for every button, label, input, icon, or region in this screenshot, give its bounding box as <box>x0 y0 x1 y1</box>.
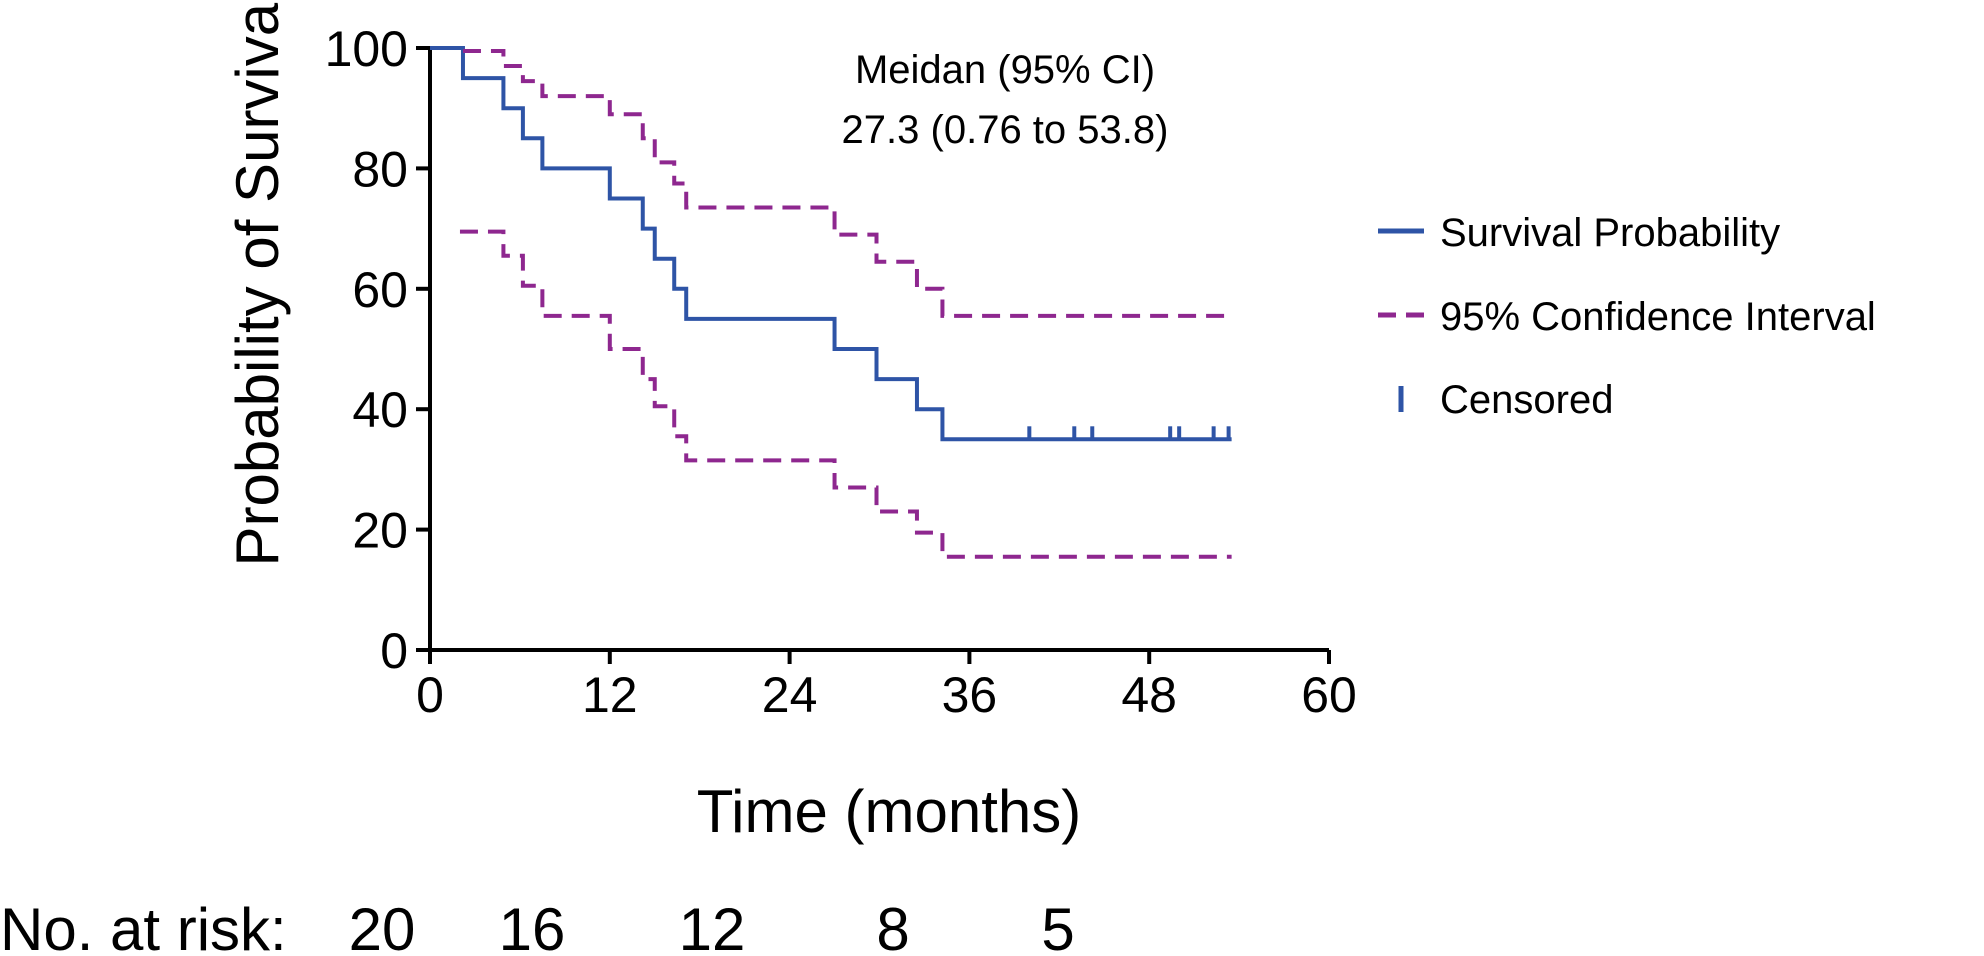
y-axis-label: Probability of Survival <box>224 0 291 566</box>
legend-label-survival: Survival Probability <box>1440 211 1780 255</box>
x-tick-label: 48 <box>1121 667 1177 723</box>
ci-lower-curve <box>459 229 1232 559</box>
censor-marks <box>1027 426 1231 440</box>
curves <box>430 46 1232 559</box>
risk-count: 12 <box>679 896 746 956</box>
risk-table-label: No. at risk: <box>0 896 287 956</box>
x-tick-label: 0 <box>416 667 444 723</box>
x-ticks: 0 12 24 36 48 60 <box>416 650 1357 723</box>
risk-table-values: 20 16 12 8 5 <box>349 896 1075 956</box>
x-tick-label: 24 <box>762 667 818 723</box>
x-tick-label: 60 <box>1301 667 1357 723</box>
risk-count: 8 <box>876 896 909 956</box>
y-tick-label: 60 <box>352 262 408 318</box>
survival-curve <box>430 46 1232 442</box>
legend: Survival Probability 95% Confidence Inte… <box>1378 211 1876 422</box>
y-ticks: 0 20 40 60 80 100 <box>325 21 430 679</box>
y-tick-label: 0 <box>380 623 408 679</box>
risk-count: 20 <box>349 896 416 956</box>
legend-label-ci: 95% Confidence Interval <box>1440 295 1876 339</box>
x-axis-label: Time (months) <box>697 778 1082 845</box>
median-value: 27.3 (0.76 to 53.8) <box>842 108 1169 152</box>
y-tick-label: 20 <box>352 503 408 559</box>
median-label: Meidan (95% CI) <box>855 48 1155 92</box>
legend-label-censored: Censored <box>1440 378 1613 422</box>
risk-count: 5 <box>1041 896 1074 956</box>
y-tick-label: 100 <box>325 21 408 77</box>
axes <box>428 48 1329 652</box>
y-tick-label: 40 <box>352 382 408 438</box>
x-tick-label: 36 <box>942 667 998 723</box>
ci-upper-curve <box>462 49 1232 318</box>
y-tick-label: 80 <box>352 141 408 197</box>
risk-count: 16 <box>499 896 566 956</box>
x-tick-label: 12 <box>582 667 638 723</box>
